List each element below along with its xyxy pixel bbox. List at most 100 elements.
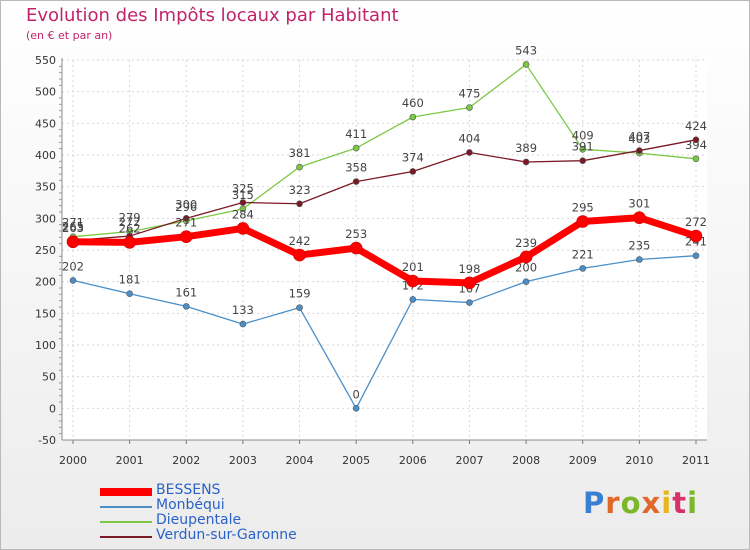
legend-swatch — [100, 521, 152, 523]
y-tick-label: 350 — [35, 181, 56, 194]
data-point — [579, 157, 587, 164]
data-label: 253 — [345, 227, 367, 241]
legend-label: Verdun-sur-Garonne — [156, 527, 297, 543]
x-tick-label: 2002 — [172, 454, 200, 467]
data-label: 409 — [572, 128, 594, 142]
series-line — [72, 214, 698, 287]
data-label: 133 — [232, 303, 254, 317]
logo-letter: i — [661, 486, 673, 520]
data-label: 239 — [515, 236, 537, 250]
x-tick-label: 2011 — [682, 454, 710, 467]
x-tick-label: 2001 — [116, 454, 144, 467]
data-label: 381 — [289, 146, 311, 160]
x-tick-label: 2003 — [229, 454, 257, 467]
y-tick-label: 400 — [35, 149, 56, 162]
data-point — [126, 290, 133, 298]
x-tick-label: 2008 — [512, 454, 540, 467]
data-point — [352, 178, 360, 185]
data-point — [466, 299, 473, 306]
y-tick-label: 100 — [35, 339, 56, 352]
x-tick-label: 2004 — [286, 454, 314, 467]
data-label: 161 — [175, 285, 197, 299]
data-point — [579, 265, 587, 272]
y-tick-label: 50 — [42, 371, 56, 384]
data-point — [66, 235, 80, 249]
data-point — [123, 236, 136, 249]
data-label: 407 — [628, 130, 650, 144]
data-label: 284 — [232, 207, 254, 221]
y-tick-label: 250 — [35, 244, 56, 257]
data-label: 0 — [353, 387, 360, 401]
chart-subtitle: (en € et par an) — [26, 29, 113, 42]
data-label: 262 — [119, 221, 141, 235]
series-verdun-sur-garonne: 265 272 300 325 323 358 374 404 389 391 407 424 — [62, 119, 707, 244]
x-tick-label: 2010 — [625, 454, 653, 467]
proxiti-logo: Proxiti — [583, 486, 698, 520]
data-point — [409, 113, 417, 121]
chart-title: Evolution des Impôts locaux par Habitant — [26, 5, 399, 26]
data-point — [182, 303, 190, 310]
logo-letter: P — [583, 486, 606, 520]
logo-letter: i — [687, 486, 699, 520]
data-label: 263 — [62, 221, 84, 235]
y-tick-label: -50 — [38, 434, 56, 447]
data-label: 235 — [628, 239, 650, 253]
series-line — [72, 139, 697, 242]
data-label: 181 — [119, 273, 141, 287]
series-bessens: 263 262 271 284 242 253 201 198 239 295 301 272 — [62, 197, 707, 290]
data-point — [296, 200, 303, 208]
data-label: 404 — [458, 131, 480, 145]
data-point — [692, 136, 700, 144]
y-tick-label: 200 — [35, 276, 56, 289]
data-label: 296 — [175, 200, 197, 214]
legend-label: BESSENS — [156, 482, 221, 498]
data-point — [409, 168, 417, 175]
series-line — [72, 63, 697, 238]
data-point — [636, 147, 643, 154]
data-point — [522, 61, 530, 68]
data-point — [576, 215, 590, 228]
x-tick-label: 2006 — [399, 454, 427, 467]
data-point — [352, 405, 360, 412]
data-label: 403 — [628, 132, 650, 146]
data-label: 391 — [572, 140, 594, 154]
x-tick-label: 2009 — [569, 454, 597, 467]
logo-letter: t — [672, 486, 688, 520]
data-point — [406, 274, 420, 288]
data-point — [522, 278, 530, 285]
data-label: 272 — [119, 215, 141, 229]
data-label: 295 — [572, 201, 594, 215]
y-tick-label: 450 — [35, 117, 56, 130]
y-tick-label: 500 — [35, 86, 56, 99]
data-point — [179, 230, 193, 243]
data-point — [692, 155, 700, 163]
data-point — [182, 215, 190, 222]
data-label: 265 — [62, 220, 84, 234]
data-label: 389 — [515, 141, 537, 155]
plot-area — [62, 60, 707, 440]
data-point — [463, 276, 476, 290]
legend-swatch — [100, 506, 152, 508]
legend-swatch — [100, 488, 152, 496]
logo-letter: x — [641, 486, 662, 520]
data-label: 198 — [458, 262, 480, 276]
x-tick-label: 2000 — [59, 454, 87, 467]
data-label: 323 — [289, 183, 311, 197]
data-point — [579, 146, 587, 153]
series-line — [72, 255, 697, 409]
legend-label: Monbéqui — [156, 497, 225, 513]
data-point — [69, 277, 77, 284]
data-label: 272 — [685, 215, 707, 229]
data-point — [409, 296, 417, 303]
data-label: 424 — [685, 119, 707, 133]
data-point — [519, 250, 533, 264]
data-label: 271 — [175, 216, 197, 230]
data-point — [692, 252, 700, 259]
y-tick-label: 0 — [49, 402, 56, 415]
data-label: 201 — [402, 260, 424, 274]
data-point — [466, 104, 473, 111]
data-label: 475 — [458, 87, 480, 101]
data-label: 159 — [289, 287, 311, 301]
data-label: 200 — [515, 261, 537, 275]
